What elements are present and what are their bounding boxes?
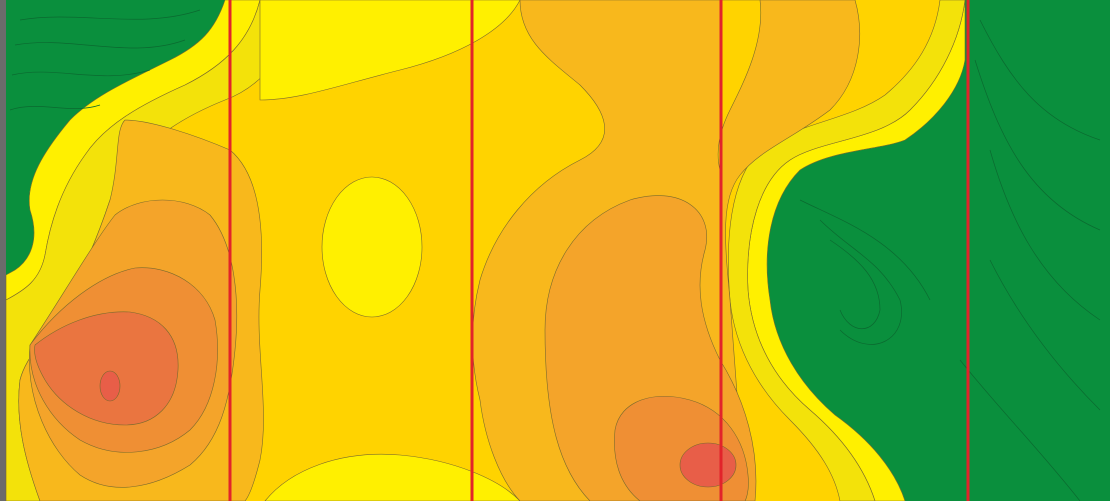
gold-band-top-center — [717, 0, 762, 171]
yellow-bottom-middle — [264, 453, 521, 501]
green-region-right — [767, 0, 1110, 501]
red-core-center — [679, 442, 737, 488]
yellow-band-top-middle — [259, 0, 521, 101]
orange-dark-zone-left — [34, 311, 179, 426]
yellow-island-center — [321, 176, 423, 318]
green-region-left — [6, 0, 225, 275]
green-contour-lines — [9, 9, 1101, 501]
red-core-left — [99, 370, 121, 402]
frame-left-edge — [0, 0, 6, 501]
